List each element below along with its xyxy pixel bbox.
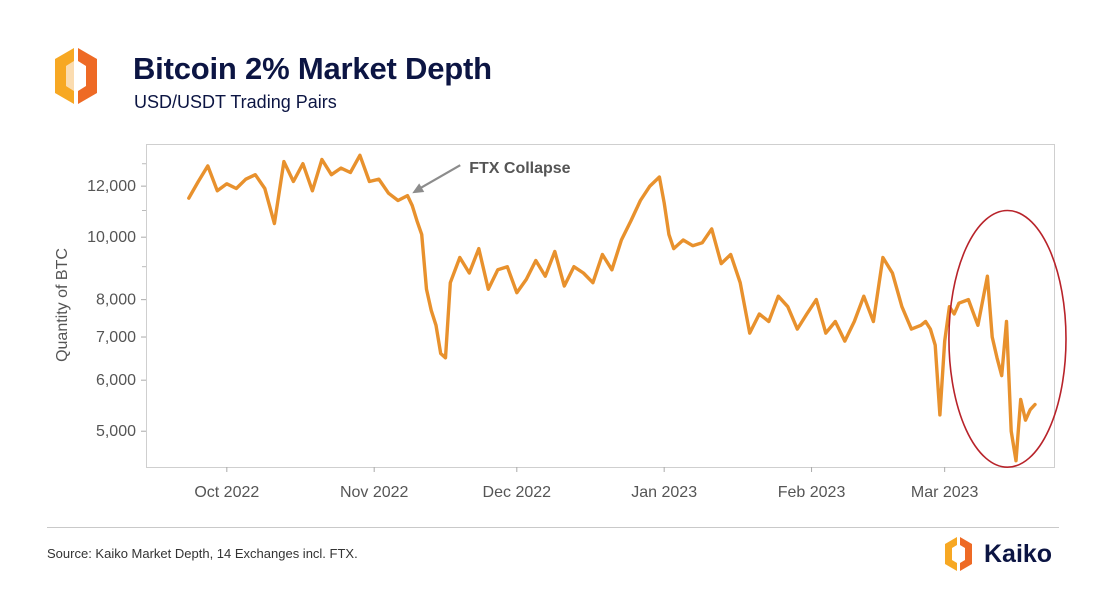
y-tick-label: 7,000 [96, 329, 136, 346]
x-tick-label: Jan 2023 [631, 484, 697, 501]
kaiko-brand-mark-icon [945, 537, 972, 571]
y-tick-label: 12,000 [87, 178, 136, 195]
series-line [187, 153, 1037, 463]
x-axis: Oct 2022 Nov 2022 Dec 2022 Jan 2023 Feb 2023… [194, 467, 979, 501]
plot-frame [146, 144, 1055, 468]
ftx-collapse-label: FTX Collapse [469, 160, 570, 177]
x-tick-label: Dec 2022 [483, 484, 552, 501]
annotations: FTX Collapse [412, 160, 1067, 468]
logo-right-segment [78, 48, 97, 104]
y-tick-label: 5,000 [96, 423, 136, 440]
ftx-collapse-arrow [419, 164, 461, 190]
market-depth-chart: 5,000 6,000 7,000 8,000 10,000 12,000 Oct 202… [54, 144, 1067, 501]
y-axis: 5,000 6,000 7,000 8,000 10,000 12,000 [87, 163, 146, 440]
brand-wordmark: Kaiko [984, 540, 1053, 568]
x-tick-label: Nov 2022 [340, 484, 409, 501]
footer-divider [47, 527, 1059, 528]
source-note: Source: Kaiko Market Depth, 14 Exchanges… [47, 546, 358, 561]
x-tick-label: Oct 2022 [194, 484, 259, 501]
kaiko-logo-icon [55, 48, 97, 104]
page-subtitle: USD/USDT Trading Pairs [134, 92, 337, 112]
logo-left-fold [66, 61, 74, 91]
page-title: Bitcoin 2% Market Depth [133, 51, 492, 86]
logo-left-segment [55, 48, 74, 104]
y-axis-label: Quantity of BTC [54, 248, 71, 362]
x-tick-label: Mar 2023 [911, 484, 979, 501]
y-tick-label: 10,000 [87, 229, 136, 246]
x-tick-label: Feb 2023 [778, 484, 846, 501]
y-tick-label: 6,000 [96, 372, 136, 389]
y-tick-label: 8,000 [96, 292, 136, 309]
march-drop-highlight-ellipse [948, 209, 1067, 468]
kaiko-brand-logo [945, 537, 972, 571]
ftx-collapse-arrowhead [412, 183, 425, 194]
